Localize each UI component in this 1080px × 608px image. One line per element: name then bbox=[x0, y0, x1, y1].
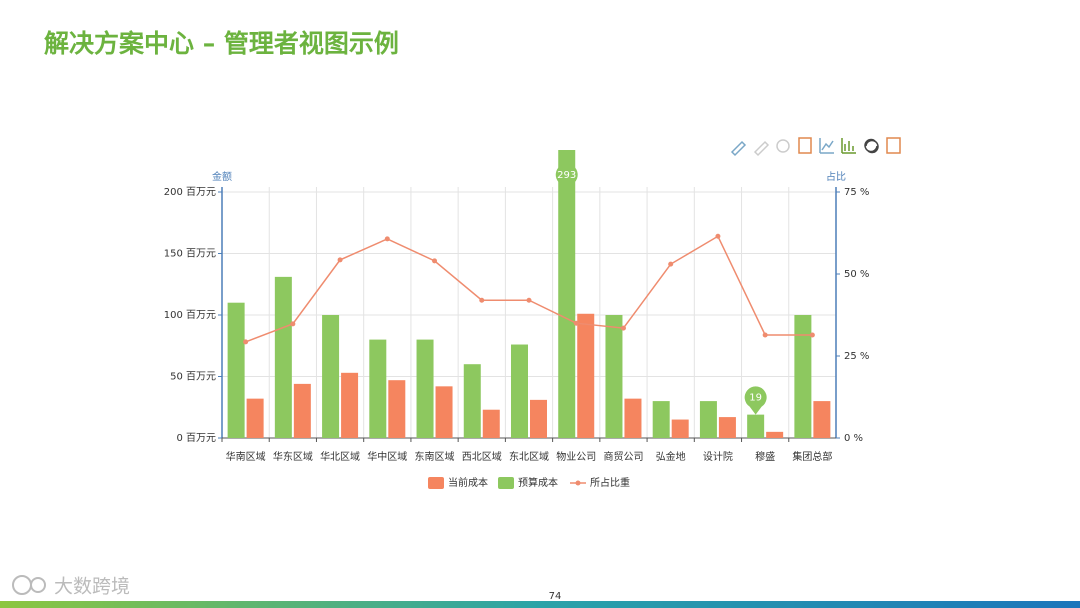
tool-data-view[interactable] bbox=[798, 137, 812, 154]
value-pin bbox=[744, 386, 767, 415]
y-tick-label: 50 百万元 bbox=[170, 371, 216, 383]
line-point bbox=[620, 325, 626, 331]
bar bbox=[671, 419, 689, 438]
bar bbox=[341, 372, 359, 438]
line-point bbox=[337, 257, 343, 263]
bar bbox=[511, 344, 528, 438]
bar bbox=[624, 398, 642, 438]
plot-area bbox=[227, 150, 831, 438]
bar bbox=[652, 401, 670, 438]
legend-swatch bbox=[575, 480, 581, 486]
tool-bar[interactable] bbox=[841, 138, 856, 154]
x-tick-label: 设计院 bbox=[703, 450, 733, 463]
bar bbox=[699, 401, 717, 438]
bar bbox=[530, 399, 547, 438]
logo-text: 大数跨境 bbox=[54, 576, 130, 598]
x-tick-label: 华南区域 bbox=[226, 450, 266, 463]
x-tick-label: 华北区域 bbox=[320, 450, 360, 463]
bar bbox=[388, 380, 406, 438]
line-point bbox=[479, 297, 485, 303]
bar bbox=[813, 401, 831, 438]
value-pin bbox=[555, 163, 578, 192]
x-tick-label: 穆盛 bbox=[755, 450, 775, 463]
bar bbox=[577, 313, 595, 438]
line-point bbox=[668, 261, 674, 267]
bar bbox=[482, 409, 500, 438]
bar bbox=[747, 414, 765, 438]
x-tick-label: 集团总部 bbox=[792, 450, 832, 463]
bar bbox=[718, 417, 736, 438]
tool-reset[interactable] bbox=[776, 139, 790, 153]
slide-title: 解决方案中心 – 管理者视图示例 bbox=[44, 29, 399, 58]
legend-swatch bbox=[428, 477, 444, 489]
x-tick-label: 物业公司 bbox=[556, 450, 596, 463]
x-tick-label: 西北区域 bbox=[462, 450, 502, 463]
line-point bbox=[809, 332, 815, 338]
toolbar bbox=[730, 137, 901, 157]
y-tick-label: 100 百万元 bbox=[164, 309, 216, 321]
bar bbox=[435, 386, 453, 438]
line-point bbox=[715, 233, 721, 239]
x-tick-label: 弘金地 bbox=[656, 450, 686, 463]
line-point bbox=[243, 339, 249, 345]
bar bbox=[322, 315, 340, 438]
footer-bar bbox=[0, 601, 1080, 608]
page-number: 74 bbox=[549, 591, 562, 602]
legend-label: 所占比重 bbox=[590, 476, 630, 489]
bar bbox=[274, 276, 292, 438]
x-tick-label: 东北区域 bbox=[509, 450, 549, 463]
bar bbox=[246, 398, 264, 438]
tool-erase[interactable] bbox=[753, 140, 770, 157]
line-point bbox=[384, 236, 390, 242]
y2-tick-label: 0 % bbox=[844, 433, 863, 444]
chart: 0 百万元 50 百万元 100 百万元 150 百万元 200 百万元 0 % 25 % 5… bbox=[164, 150, 869, 489]
legend-label: 当前成本 bbox=[448, 476, 488, 489]
line-point bbox=[573, 320, 579, 326]
tool-restore[interactable] bbox=[864, 138, 879, 154]
y-tick-label: 200 百万元 bbox=[164, 186, 216, 198]
line-point bbox=[526, 297, 532, 303]
bar bbox=[558, 150, 576, 438]
x-tick-label: 商贸公司 bbox=[603, 450, 643, 463]
tool-line[interactable] bbox=[819, 138, 834, 154]
line-point bbox=[762, 332, 768, 338]
bar bbox=[369, 339, 387, 438]
y-tick-label: 0 百万元 bbox=[176, 432, 216, 444]
tool-mark[interactable] bbox=[730, 140, 747, 157]
legend-swatch bbox=[498, 477, 514, 489]
bar bbox=[293, 383, 311, 438]
logo: 大数跨境 bbox=[12, 575, 130, 598]
line-point bbox=[432, 258, 438, 264]
bar bbox=[463, 364, 481, 438]
y2-tick-label: 25 % bbox=[844, 351, 869, 362]
bar bbox=[766, 431, 784, 438]
y-axis-title: 金额 bbox=[212, 170, 232, 183]
value-label: 293 bbox=[557, 170, 576, 181]
y2-tick-label: 75 % bbox=[844, 187, 869, 198]
y2-axis-title: 占比 bbox=[826, 170, 846, 183]
bar bbox=[227, 302, 245, 438]
bar bbox=[605, 315, 623, 438]
tool-save[interactable] bbox=[886, 137, 901, 154]
x-tick-label: 华中区域 bbox=[367, 450, 407, 463]
bar bbox=[416, 339, 434, 438]
x-tick-label: 华东区域 bbox=[273, 450, 313, 463]
legend-label: 预算成本 bbox=[518, 476, 558, 489]
line-point bbox=[290, 321, 296, 327]
value-label: 19 bbox=[749, 393, 762, 404]
x-tick-label: 东南区域 bbox=[415, 450, 455, 463]
y-tick-label: 150 百万元 bbox=[164, 248, 216, 260]
bar bbox=[794, 315, 812, 438]
y2-tick-label: 50 % bbox=[844, 269, 869, 280]
